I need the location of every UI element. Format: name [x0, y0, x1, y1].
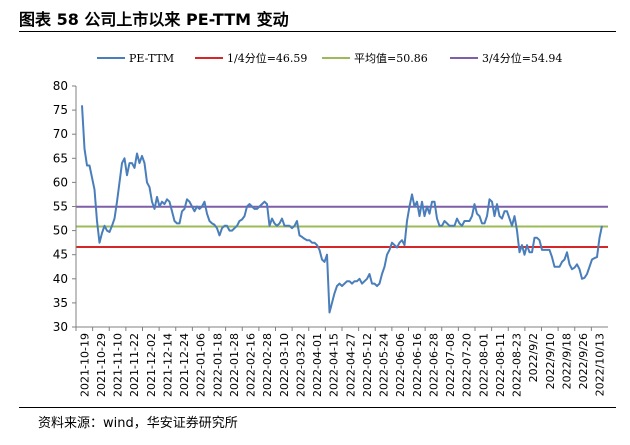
source-note: 资料来源：wind，华安证券研究所: [38, 416, 238, 431]
x-tick-label: 2022/10/13: [594, 333, 607, 396]
x-tick-label: 2021-12-02: [145, 333, 158, 397]
x-tick-label: 2022-08-23: [511, 333, 524, 397]
y-tick-label: 80: [53, 79, 68, 93]
y-tick-label: 45: [53, 248, 68, 262]
y-tick-label: 40: [53, 272, 68, 286]
y-tick-label: 50: [53, 224, 68, 238]
title-divider: [19, 31, 616, 32]
y-tick-label: 60: [53, 175, 68, 189]
pe-ttm-line: [81, 105, 603, 314]
x-tick-label: 2022-01-18: [211, 333, 224, 397]
plot-area: [76, 105, 608, 314]
y-tick-label: 70: [53, 127, 68, 141]
legend-label-3: 平均值=50.86: [354, 52, 428, 65]
y-axis: 30 35 40 45 50 55 60 65 70 75 80: [53, 79, 77, 334]
x-axis: 2021-10-19 2021-10-29 2021-11-10 2021-11-22…: [75, 326, 608, 397]
figure-title: 图表 58 公司上市以来 PE-TTM 变动: [19, 10, 289, 29]
y-tick-label: 35: [53, 296, 68, 310]
x-tick-label: 2021-11-22: [128, 333, 141, 397]
x-tick-label: 2022-04-01: [311, 333, 324, 397]
x-tick-label: 2022-05-24: [378, 333, 391, 397]
legend-label-4: 3/4分位=54.94: [482, 51, 562, 65]
legend-label-1: PE-TTM: [129, 52, 174, 65]
y-tick-label: 55: [53, 200, 68, 214]
x-tick-label: 2021-10-29: [95, 333, 108, 397]
x-tick-label: 2022-04-27: [344, 333, 357, 397]
x-tick-label: 2022-03-22: [294, 333, 307, 397]
x-tick-label: 2022-07-20: [461, 333, 474, 397]
x-tick-label: 2022-01-06: [195, 333, 208, 397]
x-tick-label: 2022-07-08: [444, 333, 457, 397]
x-tick-label: 2021-12-24: [178, 333, 191, 397]
x-tick-label: 2022/9/10: [544, 333, 557, 389]
x-tick-label: 2022-06-16: [411, 333, 424, 397]
x-tick-label: 2022-03-10: [278, 333, 291, 397]
x-tick-label: 2022-02-16: [245, 333, 258, 397]
y-tick-label: 75: [53, 103, 68, 117]
legend-label-2: 1/4分位=46.59: [227, 51, 307, 65]
x-tick-label: 2022/9/18: [560, 333, 573, 389]
source-divider: [19, 407, 616, 408]
y-tick-label: 65: [53, 151, 68, 165]
x-tick-label: 2022/9/26: [577, 333, 590, 389]
x-tick-label: 2022-01-28: [228, 333, 241, 397]
x-tick-label: 2022-02-28: [261, 333, 274, 397]
x-tick-label: 2021-10-19: [78, 333, 91, 397]
x-tick-label: 2022-08-11: [494, 333, 507, 397]
x-tick-label: 2021-11-10: [112, 333, 125, 397]
x-tick-label: 2022/9/2: [527, 333, 540, 382]
x-tick-label: 2022-06-06: [394, 333, 407, 397]
x-tick-label: 2022-05-12: [361, 333, 374, 397]
pe-ttm-chart: PE-TTM 1/4分位=46.59 平均值=50.86 3/4分位=54.94 30…: [53, 51, 608, 397]
x-tick-label: 2022-08-01: [477, 333, 490, 397]
x-tick-label: 2022-04-15: [328, 333, 341, 397]
x-tick-label: 2021-12-14: [161, 333, 174, 397]
chart-legend: PE-TTM 1/4分位=46.59 平均值=50.86 3/4分位=54.94: [97, 51, 562, 65]
y-tick-label: 30: [53, 320, 68, 334]
x-tick-label: 2022-06-28: [427, 333, 440, 397]
